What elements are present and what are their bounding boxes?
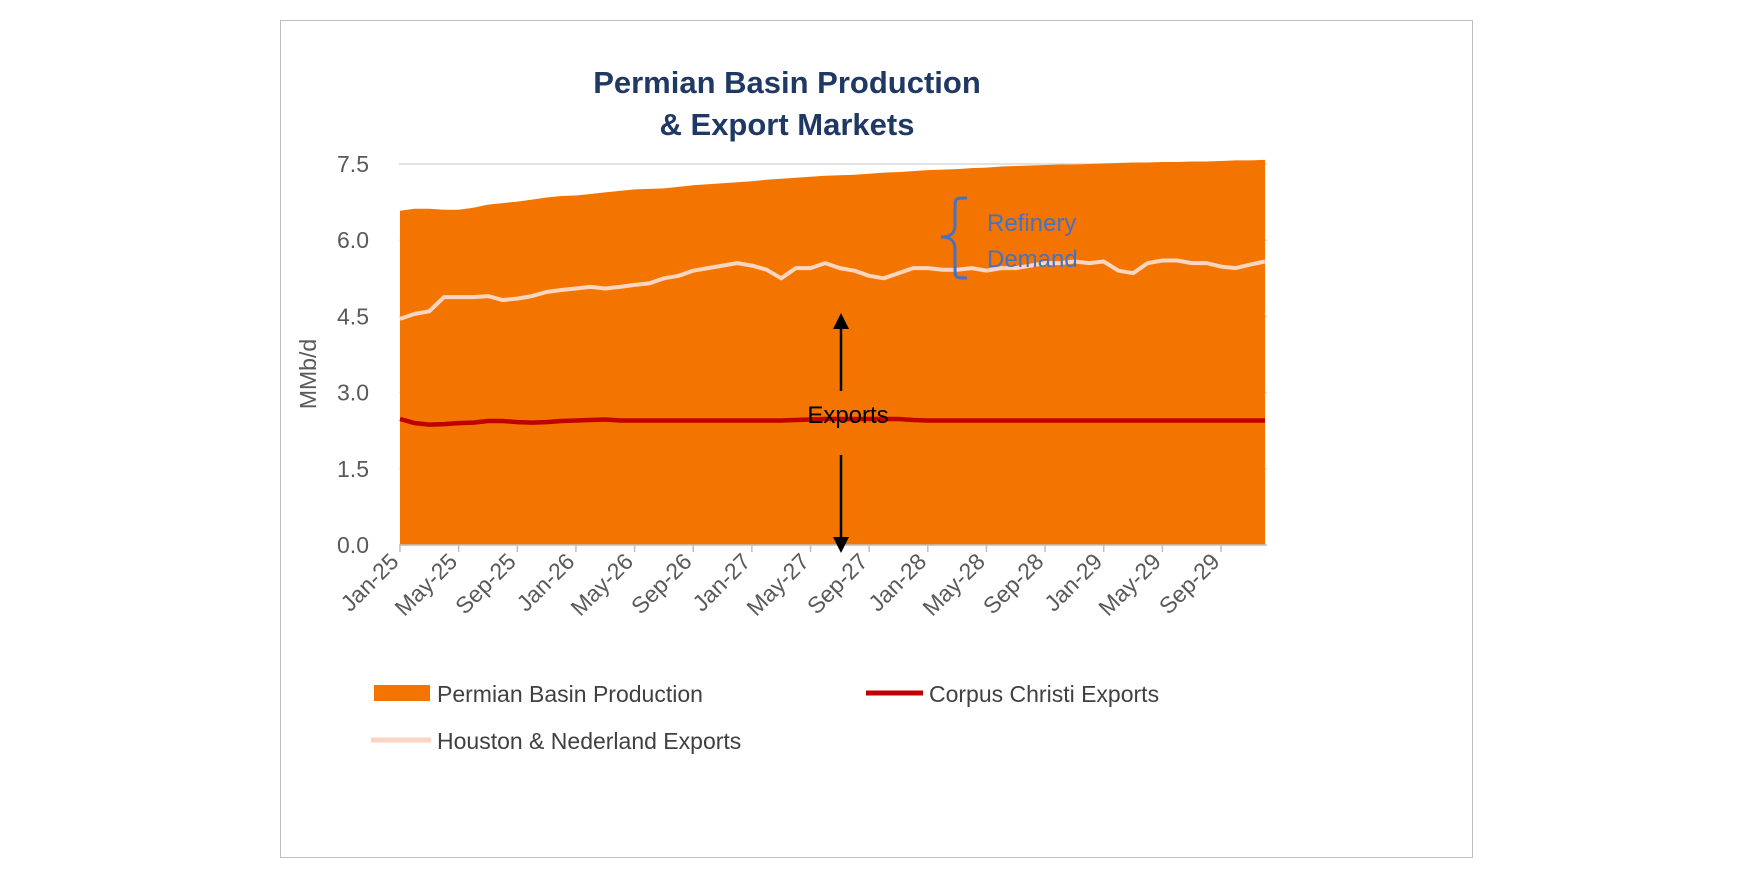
x-tick-label: May-26 — [565, 548, 638, 621]
legend-swatch-production — [374, 685, 430, 701]
chart-container: Permian Basin Production & Export Market… — [280, 20, 1473, 858]
x-tick-label: May-28 — [917, 548, 990, 621]
x-tick-label: Sep-27 — [802, 548, 873, 619]
chart-title-line-2: & Export Markets — [660, 107, 915, 142]
y-tick-label: 1.5 — [337, 456, 369, 482]
y-tick-label: 6.0 — [337, 227, 369, 253]
x-tick-label: May-27 — [741, 548, 814, 621]
chart-title-line-1: Permian Basin Production — [593, 65, 981, 100]
exports-arrowhead-up — [833, 313, 849, 329]
legend-label-houston-nederland: Houston & Nederland Exports — [437, 728, 741, 754]
refinery-demand-annotation: Refinery Demand — [940, 196, 1078, 280]
line-houston-nederland-exports — [399, 258, 1266, 321]
legend-label-production: Permian Basin Production — [437, 681, 703, 707]
exports-arrowhead-down — [833, 537, 849, 553]
x-tick-label: Sep-28 — [978, 548, 1049, 619]
chart-svg: Permian Basin Production & Export Market… — [295, 65, 1267, 754]
y-tick-label: 0.0 — [337, 532, 369, 558]
x-tick-label: May-29 — [1093, 548, 1166, 621]
exports-label: Exports — [807, 402, 888, 429]
area-permian-production — [400, 159, 1265, 545]
line-corpus-christi-exports — [399, 416, 1265, 427]
y-tick-label: 4.5 — [337, 303, 369, 329]
refinery-demand-label-line-2: Demand — [987, 246, 1078, 273]
refinery-demand-brace — [940, 196, 968, 280]
x-tick-label: Sep-29 — [1154, 548, 1225, 619]
x-tick-label: Sep-26 — [626, 548, 697, 619]
legend-label-corpus-christi: Corpus Christi Exports — [929, 681, 1159, 707]
x-tick-label: May-25 — [390, 548, 463, 621]
x-tick-label: Sep-25 — [450, 548, 521, 619]
y-axis-title: MMb/d — [295, 339, 321, 409]
y-tick-label: 7.5 — [337, 151, 369, 177]
legend: Permian Basin Production Corpus Christi … — [371, 681, 1159, 754]
refinery-demand-label-line-1: Refinery — [987, 210, 1076, 237]
exports-annotation: Exports — [807, 313, 889, 553]
y-tick-label: 3.0 — [337, 380, 369, 406]
